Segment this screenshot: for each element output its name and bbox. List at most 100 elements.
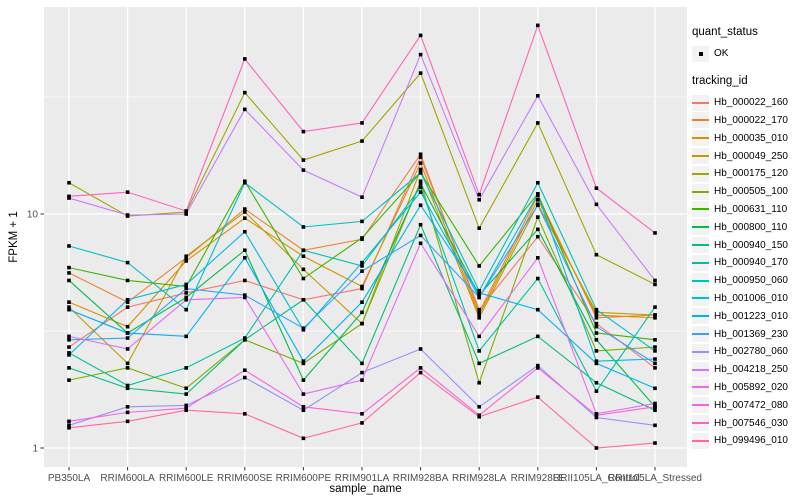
data-point <box>67 353 71 357</box>
legend-key-line <box>692 94 709 111</box>
legend-line-swatch <box>692 333 709 336</box>
data-point <box>301 168 306 172</box>
data-point <box>67 244 71 248</box>
data-point <box>360 284 364 289</box>
data-point <box>301 248 306 253</box>
data-point <box>594 380 599 385</box>
legend-line-swatch <box>692 386 709 389</box>
x-tick-label: RRIM600PE <box>276 473 332 484</box>
data-point <box>594 307 599 312</box>
data-point <box>67 419 71 424</box>
data-point <box>125 347 130 351</box>
data-point <box>653 404 657 409</box>
data-point <box>243 216 247 220</box>
data-point <box>536 307 540 312</box>
legend-item-Hb_002780_060: Hb_002780_060 <box>692 343 798 361</box>
data-point <box>418 152 423 157</box>
data-point <box>653 366 657 370</box>
data-point <box>125 297 130 302</box>
data-point <box>125 383 130 388</box>
data-point <box>301 361 306 366</box>
y-tick-label: 10 <box>27 210 39 221</box>
data-point <box>360 236 364 240</box>
legend-label: Hb_000049_250 <box>714 150 788 162</box>
data-point <box>477 293 481 297</box>
data-point <box>243 295 247 300</box>
data-point <box>477 349 481 353</box>
data-point <box>184 403 188 408</box>
legend-key-line <box>692 148 709 165</box>
data-point <box>125 404 130 409</box>
data-point <box>653 361 657 366</box>
data-point <box>243 90 247 95</box>
x-tick-label: PB350LA <box>48 473 91 484</box>
legend-line-swatch <box>692 315 709 318</box>
data-point <box>125 366 130 370</box>
y-axis-title: FPKM + 1 <box>8 211 20 263</box>
legend-key-line <box>692 397 709 414</box>
data-point <box>653 282 657 287</box>
data-point <box>477 334 481 339</box>
data-point <box>125 278 130 283</box>
data-point <box>301 129 306 134</box>
data-point <box>67 378 71 382</box>
legend-item-Hb_000940_150: Hb_000940_150 <box>692 236 798 254</box>
legend-key-line <box>692 165 709 182</box>
legend-line-swatch <box>692 422 709 425</box>
legend-label: Hb_000940_170 <box>714 257 788 269</box>
data-point <box>125 419 130 424</box>
data-point <box>125 213 130 217</box>
y-tick-label: 1 <box>32 444 38 455</box>
data-point <box>594 313 599 317</box>
data-point <box>477 310 481 315</box>
data-point <box>536 276 540 281</box>
data-point <box>418 222 423 227</box>
data-point <box>301 436 306 441</box>
legend-item-ok: OK <box>692 45 798 63</box>
data-point <box>653 408 657 413</box>
legend-item-Hb_000035_010: Hb_000035_010 <box>692 129 798 147</box>
data-point <box>536 334 540 339</box>
legend-label: Hb_099496_010 <box>714 435 788 447</box>
legend-label: Hb_000631_110 <box>714 203 788 215</box>
data-point <box>653 357 657 361</box>
data-point <box>301 359 306 363</box>
data-point <box>477 380 481 385</box>
x-tick-label: RRII105LA_Control <box>553 473 640 484</box>
legend-key-line <box>692 130 709 147</box>
data-point <box>477 313 481 317</box>
data-point <box>360 286 364 291</box>
legend-line-swatch <box>692 119 709 122</box>
legend-item-Hb_000022_170: Hb_000022_170 <box>692 112 798 130</box>
data-point <box>418 167 423 172</box>
data-point <box>67 300 71 304</box>
legend-item-Hb_000022_160: Hb_000022_160 <box>692 94 798 112</box>
legend-line-swatch <box>692 190 709 193</box>
data-point <box>477 316 481 320</box>
data-point <box>184 386 188 391</box>
legend-item-Hb_004218_250: Hb_004218_250 <box>692 361 798 379</box>
legend-line-swatch <box>692 226 709 229</box>
legend-line-swatch <box>692 368 709 371</box>
data-point <box>125 336 130 340</box>
data-point <box>243 107 247 112</box>
data-point <box>67 423 71 428</box>
data-point <box>301 254 306 259</box>
data-point <box>536 121 540 125</box>
data-point <box>653 423 657 428</box>
data-point <box>184 334 188 339</box>
data-point <box>594 202 599 207</box>
legend-item-Hb_000505_100: Hb_000505_100 <box>692 183 798 201</box>
data-point <box>653 278 657 283</box>
data-point <box>301 158 306 162</box>
data-point <box>67 337 71 342</box>
data-point <box>360 321 364 326</box>
x-tick-label: RRIM928LE <box>511 473 566 484</box>
x-tick-label: RRIM928LA <box>452 473 507 484</box>
data-point <box>184 297 188 302</box>
data-point <box>301 267 306 272</box>
data-point <box>67 425 71 430</box>
legend-label: Hb_007546_030 <box>714 417 788 429</box>
data-point <box>360 412 364 416</box>
